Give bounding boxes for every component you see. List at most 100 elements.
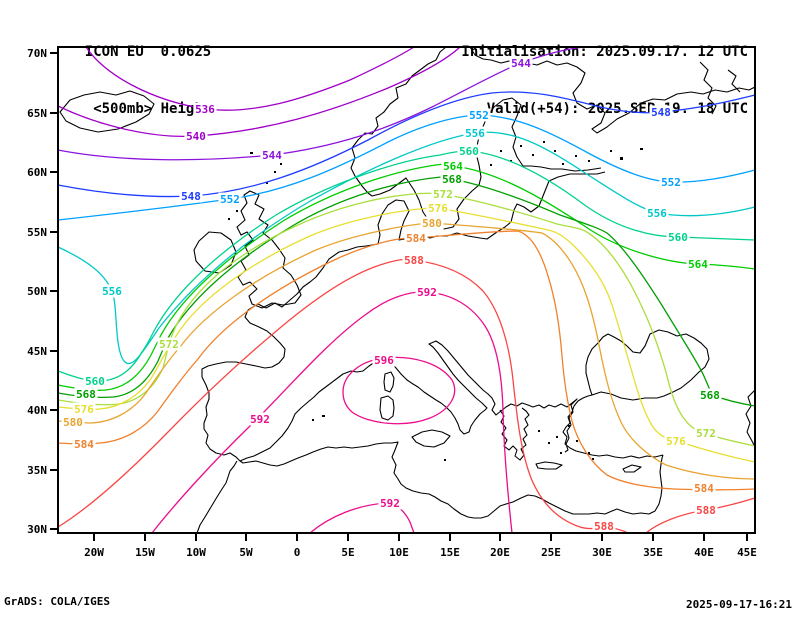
contour-label-bg <box>441 159 465 173</box>
contour-label-bg <box>694 426 718 440</box>
contour-label-548: 548 <box>651 106 671 119</box>
y-tick-label-35N: 35N <box>27 464 47 477</box>
x-tick-label-10E: 10E <box>389 546 409 559</box>
coast-british-isles <box>193 190 302 309</box>
coast-mediterranean-north <box>239 340 578 462</box>
coastlines <box>59 46 756 534</box>
x-tick-label-20E: 20E <box>490 546 510 559</box>
contour-label-bg <box>694 503 718 517</box>
contour-label-bg <box>686 257 710 271</box>
coast-turkey-south <box>562 394 664 459</box>
contour-line-556 <box>57 131 756 365</box>
contour-label-bg <box>61 415 85 429</box>
contour-label-bg <box>649 105 673 119</box>
contour-label-bg <box>157 337 181 351</box>
x-tick-label-35E: 35E <box>643 546 663 559</box>
contour-label-bg <box>74 387 98 401</box>
contour-label-568: 568 <box>442 173 462 186</box>
contour-label-bg <box>100 284 124 298</box>
contour-label-568: 568 <box>76 388 96 401</box>
y-tick-label-40N: 40N <box>27 404 47 417</box>
y-tick-label-70N: 70N <box>27 47 47 60</box>
x-tick-label-40E: 40E <box>694 546 714 559</box>
contour-label-bg <box>184 129 208 143</box>
contour-label-bg <box>664 434 688 448</box>
x-tick-label-5E: 5E <box>341 546 354 559</box>
contour-label-576: 576 <box>666 435 686 448</box>
contour-label-592: 592 <box>417 286 437 299</box>
contour-labels: 5365405445445485485525525525565565565605… <box>61 56 722 533</box>
contour-line-572 <box>57 192 756 447</box>
contour-label-bg <box>420 216 444 230</box>
contour-label-bg <box>193 102 217 116</box>
contour-label-bg <box>692 481 716 495</box>
x-tick-label-45E: 45E <box>737 546 757 559</box>
contour-label-584: 584 <box>406 232 426 245</box>
contour-label-536: 536 <box>195 103 215 116</box>
contour-label-556: 556 <box>647 207 667 220</box>
contour-line-540 <box>57 46 461 138</box>
y-tick-label-65N: 65N <box>27 107 47 120</box>
field-title: <500mb> Heigh <box>93 101 203 117</box>
coast-iceland <box>59 90 155 133</box>
contour-label-592: 592 <box>380 497 400 510</box>
contour-label-556: 556 <box>465 127 485 140</box>
contour-label-bg <box>72 437 96 451</box>
x-tick-label-0: 0 <box>294 546 301 559</box>
contour-label-bg <box>260 148 284 162</box>
contour-label-572: 572 <box>696 427 716 440</box>
y-tick-label-60N: 60N <box>27 166 47 179</box>
grads-credit: GrADS: COLA/IGES <box>4 595 110 608</box>
x-tick-label-5W: 5W <box>239 546 253 559</box>
contour-label-588: 588 <box>594 520 614 533</box>
contour-line-564 <box>57 163 756 391</box>
contour-label-544: 544 <box>262 149 282 162</box>
contour-label-bg <box>509 56 533 70</box>
contour-label-584: 584 <box>694 482 714 495</box>
contour-line-580 <box>57 222 756 480</box>
contour-label-564: 564 <box>443 160 463 173</box>
y-tick-label-30N: 30N <box>27 523 47 536</box>
contour-label-bg <box>72 402 96 416</box>
contour-label-bg <box>402 253 426 267</box>
contour-label-592: 592 <box>250 413 270 426</box>
contour-label-580: 580 <box>63 416 83 429</box>
contour-label-bg <box>467 108 491 122</box>
contour-label-596: 596 <box>374 354 394 367</box>
contour-label-bg <box>440 172 464 186</box>
contour-label-bg <box>698 388 722 402</box>
x-tick-label-15W: 15W <box>135 546 155 559</box>
render-timestamp: 2025-09-17-16:21 <box>686 598 792 611</box>
contour-label-560: 560 <box>668 231 688 244</box>
contour-label-bg <box>218 192 242 206</box>
contour-line-536 <box>85 46 415 111</box>
contour-label-584: 584 <box>74 438 94 451</box>
contour-label-548: 548 <box>181 190 201 203</box>
contour-label-556: 556 <box>102 285 122 298</box>
y-tick-label-45N: 45N <box>27 345 47 358</box>
contour-label-572: 572 <box>159 338 179 351</box>
contour-label-544: 544 <box>511 57 531 70</box>
contour-line-552 <box>57 114 756 221</box>
x-tick-label-20W: 20W <box>84 546 104 559</box>
coast-islands <box>379 371 756 473</box>
contour-label-bg <box>463 126 487 140</box>
contour-label-568: 568 <box>700 389 720 402</box>
x-tick-label-25E: 25E <box>541 546 561 559</box>
contour-label-bg <box>83 374 107 388</box>
contour-label-588: 588 <box>404 254 424 267</box>
contour-label-bg <box>378 496 402 510</box>
contour-label-bg <box>415 285 439 299</box>
contour-label-bg <box>372 353 396 367</box>
axis-ticks: 20W 15W 10W 5W 0 5E 10E 15E 20E 25E 30E 35E 40E 45E 70… <box>27 47 757 559</box>
contour-line-588 <box>57 258 629 534</box>
contour-label-bg <box>431 187 455 201</box>
contour-label-bg <box>248 412 272 426</box>
x-tick-label-30E: 30E <box>592 546 612 559</box>
contour-label-580: 580 <box>422 217 442 230</box>
contour-label-572: 572 <box>433 188 453 201</box>
contour-label-560: 560 <box>85 375 105 388</box>
contour-label-bg <box>666 230 690 244</box>
